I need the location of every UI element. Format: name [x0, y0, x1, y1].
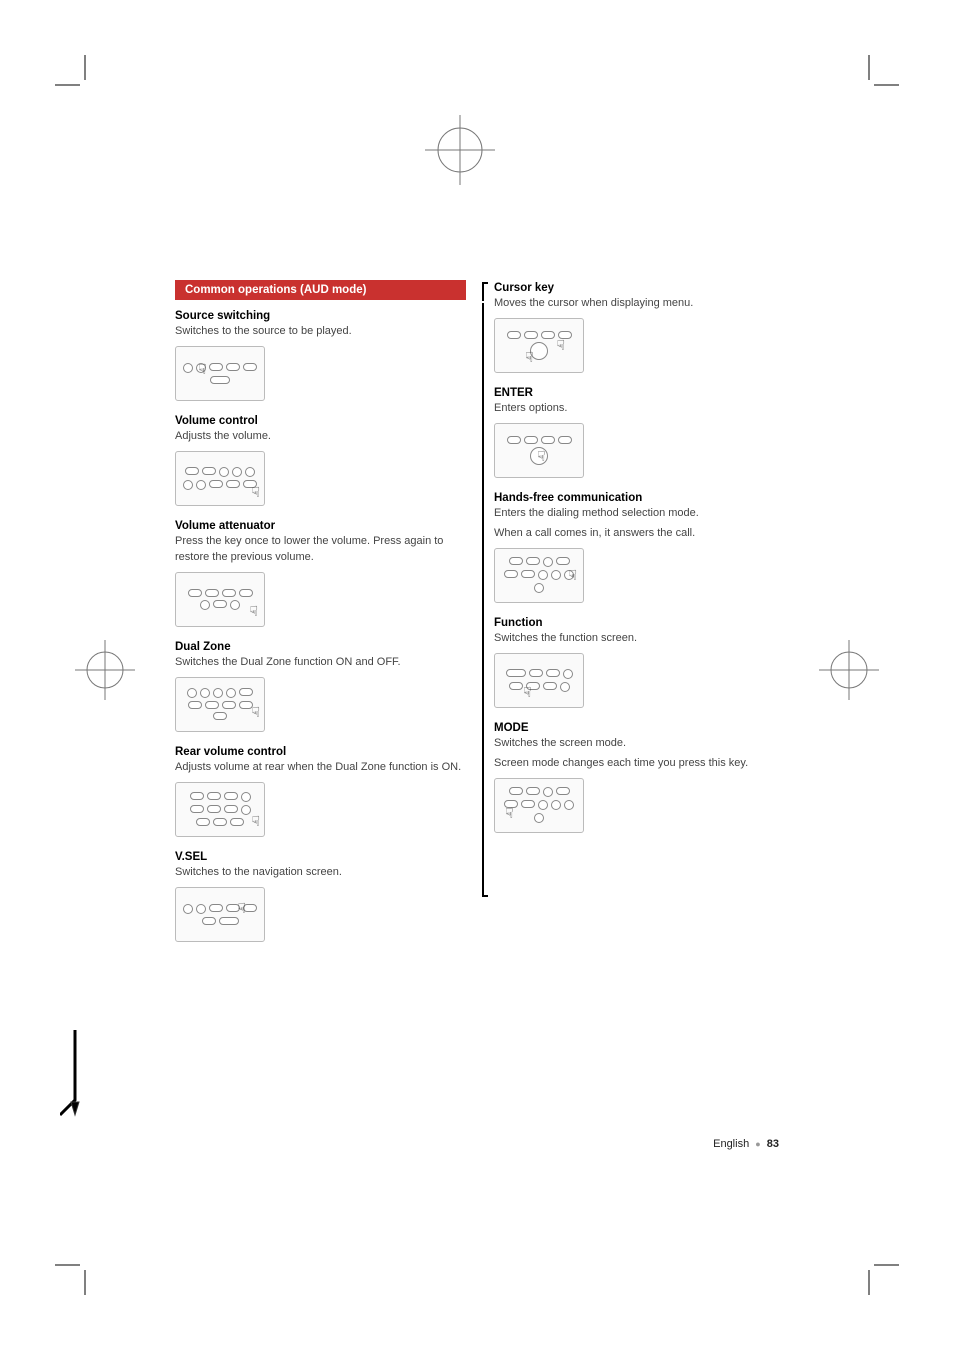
item-desc: Press the key once to lower the volume. …: [175, 534, 466, 566]
item-title: Hands-free communication: [494, 492, 785, 504]
remote-diagram: ☟: [494, 778, 584, 833]
item-desc: When a call comes in, it answers the cal…: [494, 526, 785, 542]
hand-icon: ☟: [525, 349, 534, 366]
page-content: Common operations (AUD mode) Source swit…: [175, 280, 785, 956]
item-desc: Switches the screen mode.: [494, 736, 785, 752]
remote-diagram: ☟: [175, 782, 265, 837]
item-title: Cursor key: [494, 282, 785, 294]
item-volume-control: Volume control Adjusts the volume. ☟: [175, 415, 466, 506]
item-desc: Switches to the navigation screen.: [175, 865, 466, 881]
hand-icon: ☟: [198, 361, 207, 378]
item-title: V.SEL: [175, 851, 466, 863]
hand-icon: ☟: [568, 567, 577, 584]
item-title: Function: [494, 617, 785, 629]
remote-diagram: ☟: [494, 423, 584, 478]
hand-icon: ☟: [249, 603, 258, 620]
hand-icon: ☟: [251, 704, 260, 721]
item-source-switching: Source switching Switches to the source …: [175, 310, 466, 401]
right-column: Cursor key Moves the cursor when display…: [494, 280, 785, 956]
item-title: Rear volume control: [175, 746, 466, 758]
hand-icon: ☟: [537, 448, 546, 465]
item-title: Volume attenuator: [175, 520, 466, 532]
item-function: Function Switches the function screen. ☟: [494, 617, 785, 708]
hand-icon: ☟: [523, 684, 532, 701]
item-desc: Switches to the source to be played.: [175, 324, 466, 340]
item-title: Volume control: [175, 415, 466, 427]
page-footer: English ● 83: [713, 1138, 779, 1150]
item-title: Source switching: [175, 310, 466, 322]
hand-icon: ☟: [237, 900, 246, 917]
item-desc: Moves the cursor when displaying menu.: [494, 296, 785, 312]
remote-diagram: ☟: [175, 572, 265, 627]
item-cursor-key: Cursor key Moves the cursor when display…: [494, 282, 785, 373]
item-desc: Switches the Dual Zone function ON and O…: [175, 655, 466, 671]
item-mode: MODE Switches the screen mode. Screen mo…: [494, 722, 785, 833]
item-desc: Switches the function screen.: [494, 631, 785, 647]
item-desc: Adjusts the volume.: [175, 429, 466, 445]
hand-icon: ☟: [556, 337, 565, 354]
item-rear-volume: Rear volume control Adjusts volume at re…: [175, 746, 466, 837]
item-title: ENTER: [494, 387, 785, 399]
item-dual-zone: Dual Zone Switches the Dual Zone functio…: [175, 641, 466, 732]
section-header: Common operations (AUD mode): [175, 280, 466, 300]
remote-diagram: ☟: [494, 548, 584, 603]
item-desc: Enters options.: [494, 401, 785, 417]
hand-icon: ☟: [251, 813, 260, 830]
item-title: Dual Zone: [175, 641, 466, 653]
item-volume-attenuator: Volume attenuator Press the key once to …: [175, 520, 466, 627]
footer-bullet-icon: ●: [755, 1139, 760, 1149]
footer-page-number: 83: [767, 1138, 779, 1150]
item-desc: Adjusts volume at rear when the Dual Zon…: [175, 760, 466, 776]
remote-diagram: ☟: [175, 887, 265, 942]
item-hands-free: Hands-free communication Enters the dial…: [494, 492, 785, 603]
hand-icon: ☟: [505, 805, 514, 822]
item-desc: Screen mode changes each time you press …: [494, 756, 785, 772]
remote-diagram: ☟: [494, 653, 584, 708]
item-desc: Enters the dialing method selection mode…: [494, 506, 785, 522]
item-title: MODE: [494, 722, 785, 734]
remote-diagram: ☟: [175, 346, 265, 401]
left-column: Common operations (AUD mode) Source swit…: [175, 280, 466, 956]
footer-language: English: [713, 1138, 749, 1150]
item-vsel: V.SEL Switches to the navigation screen.…: [175, 851, 466, 942]
remote-diagram: ☟ ☟: [494, 318, 584, 373]
remote-diagram: ☟: [175, 451, 265, 506]
hand-icon: ☟: [251, 484, 260, 501]
item-enter: ENTER Enters options. ☟: [494, 387, 785, 478]
remote-diagram: ☟: [175, 677, 265, 732]
